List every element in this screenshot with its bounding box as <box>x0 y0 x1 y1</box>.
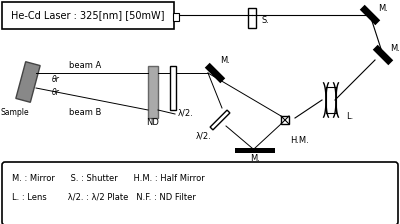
FancyBboxPatch shape <box>2 162 398 224</box>
Bar <box>210 110 230 130</box>
Text: θr: θr <box>52 75 60 84</box>
Bar <box>281 116 289 124</box>
Text: λ/2.: λ/2. <box>196 131 212 140</box>
Text: beam A: beam A <box>69 60 101 69</box>
Text: L.: L. <box>346 112 353 121</box>
Text: He-Cd Laser : 325[nm] [50mW]: He-Cd Laser : 325[nm] [50mW] <box>11 10 165 20</box>
Bar <box>170 66 176 110</box>
Text: S.: S. <box>261 15 269 24</box>
Text: ND: ND <box>146 118 160 127</box>
Bar <box>248 8 256 28</box>
Text: θr: θr <box>52 88 60 97</box>
Text: M.: M. <box>220 56 230 65</box>
Text: M.: M. <box>250 153 260 162</box>
Text: λ/2.: λ/2. <box>178 108 194 118</box>
Text: H.M.: H.M. <box>290 136 309 144</box>
FancyBboxPatch shape <box>2 2 174 29</box>
Bar <box>16 62 40 102</box>
Text: beam B: beam B <box>69 108 101 116</box>
Text: M.: M. <box>378 4 388 13</box>
Text: M. : Mirror      S. : Shutter      H.M. : Half Mirror: M. : Mirror S. : Shutter H.M. : Half Mir… <box>12 174 205 183</box>
Text: M.: M. <box>390 43 400 52</box>
Bar <box>173 13 179 21</box>
Bar <box>235 148 275 153</box>
Text: Sample: Sample <box>1 108 29 116</box>
Bar <box>148 66 158 118</box>
Text: L. : Lens        λ/2. : λ/2 Plate   N.F. : ND Filter: L. : Lens λ/2. : λ/2 Plate N.F. : ND Fil… <box>12 192 196 202</box>
